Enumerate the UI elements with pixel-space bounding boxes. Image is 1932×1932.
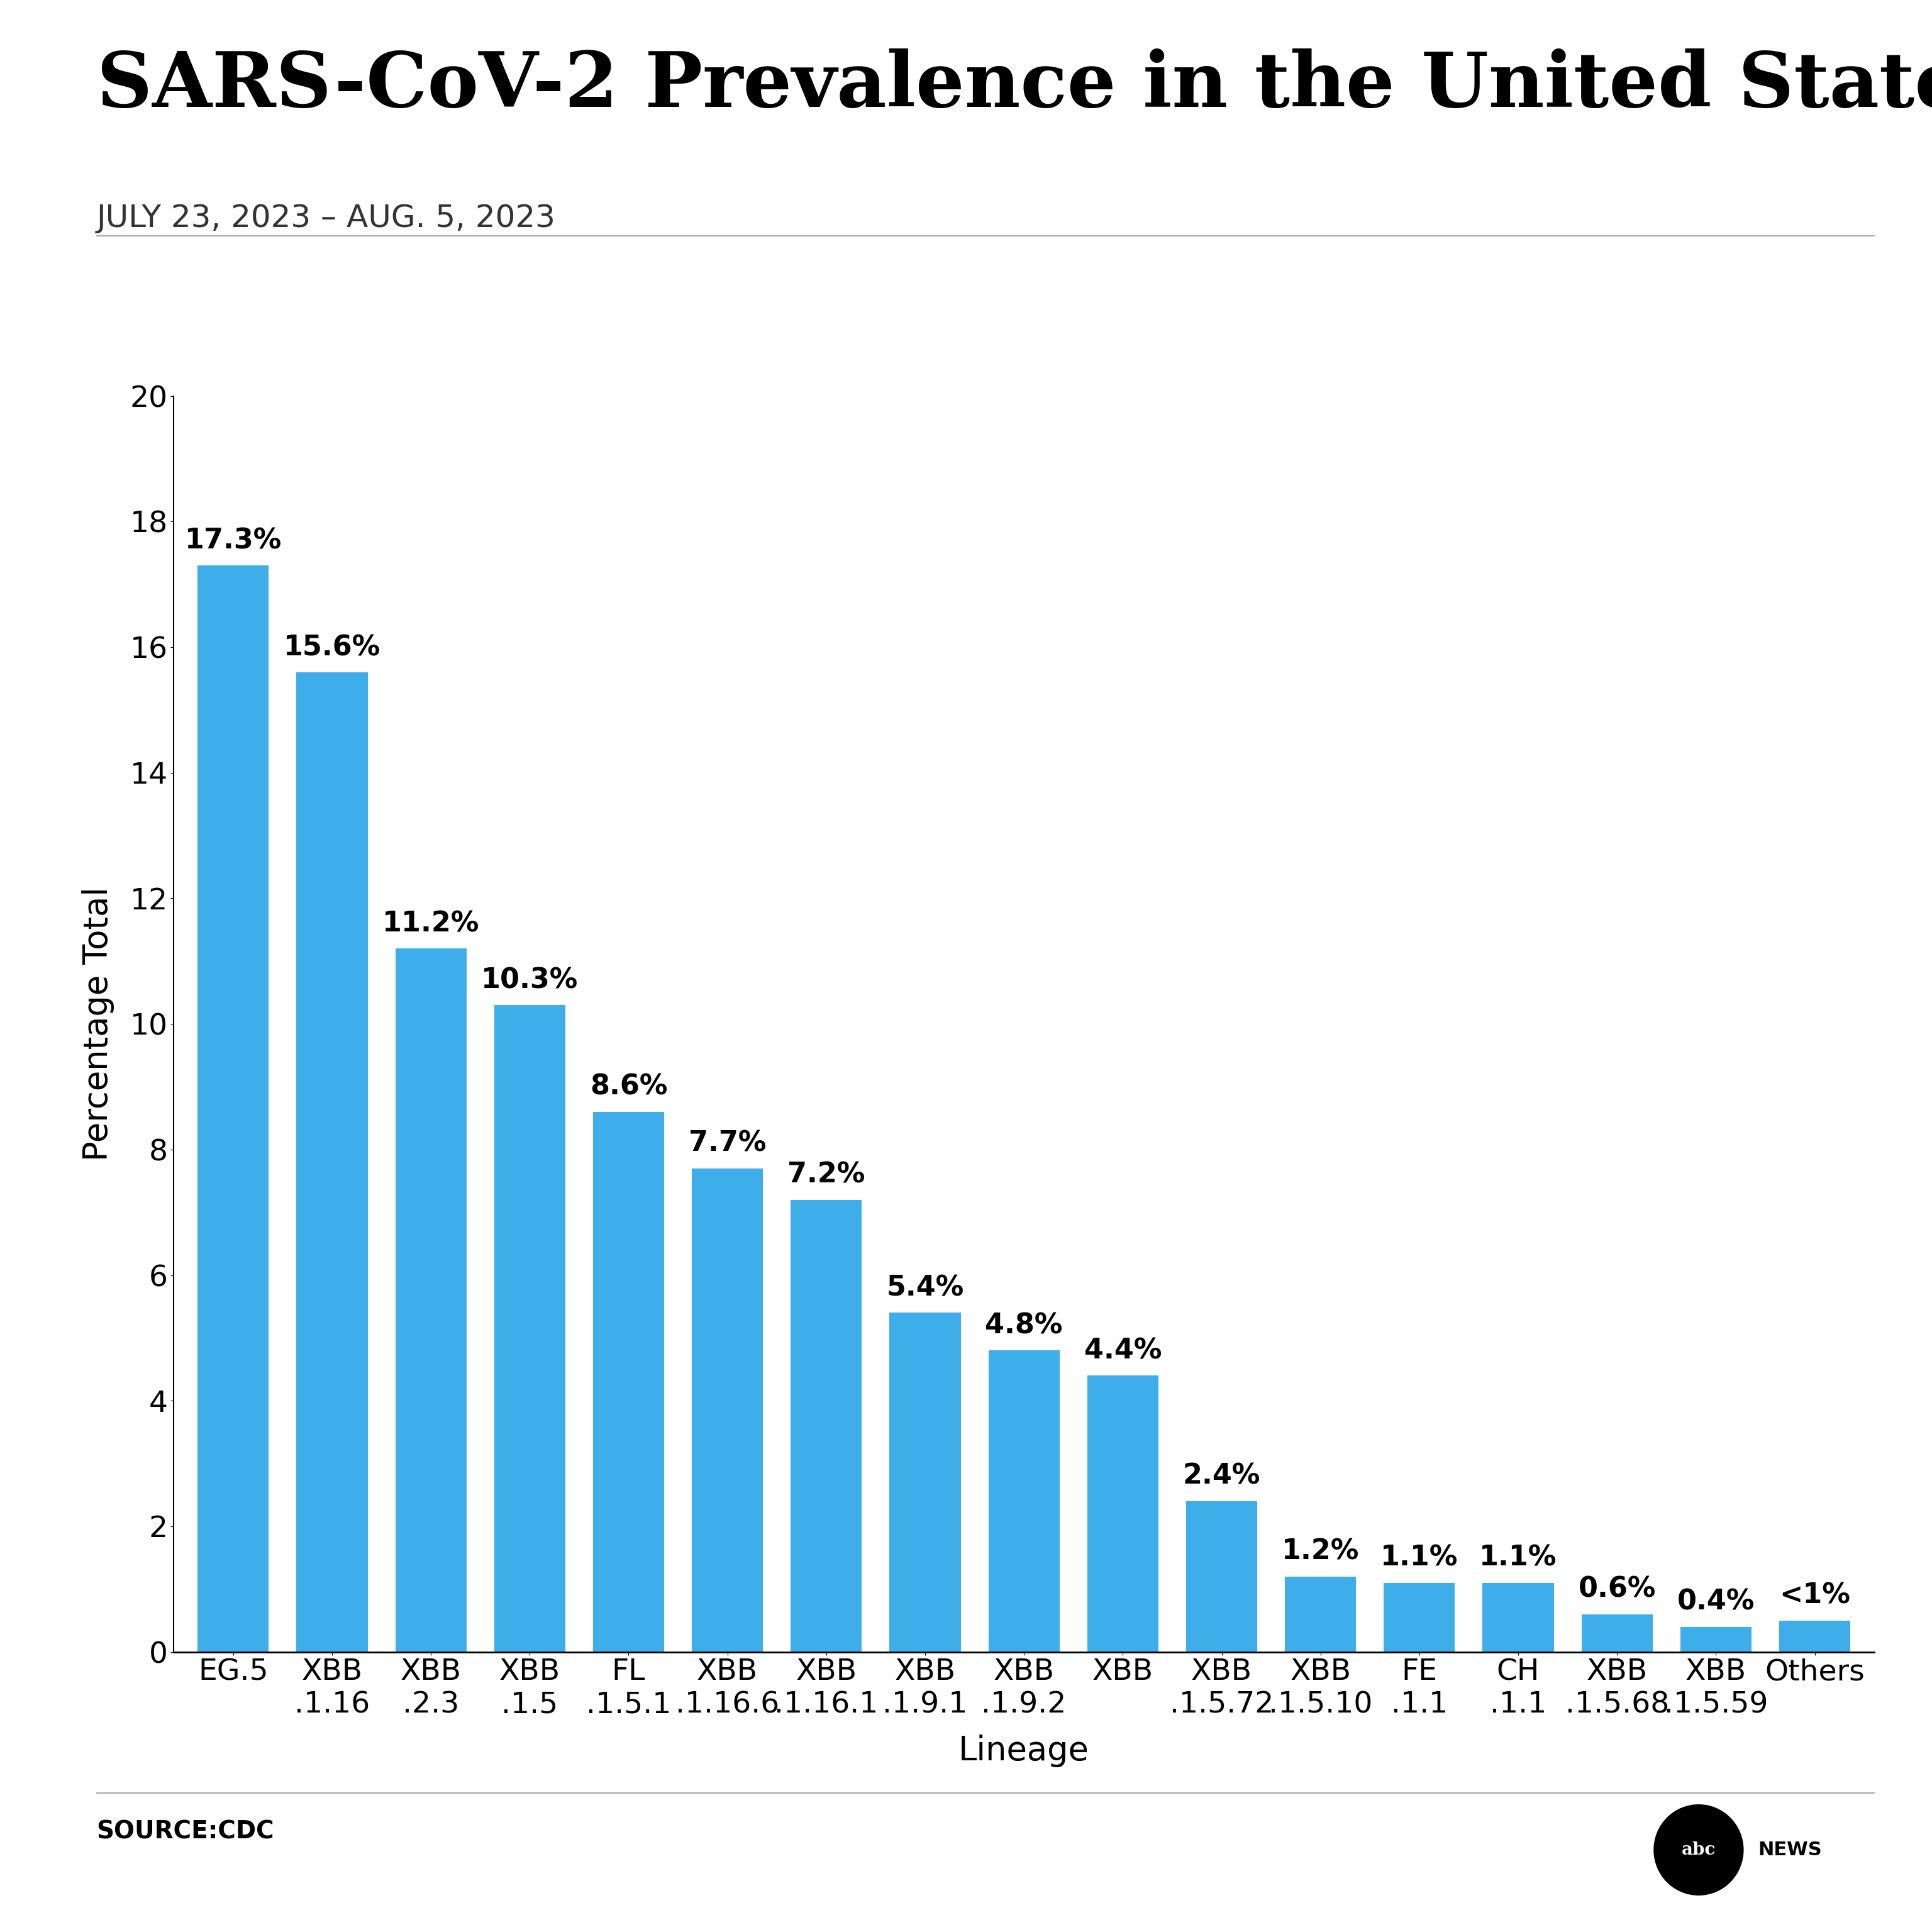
Text: 17.3%: 17.3% bbox=[185, 527, 282, 554]
Text: 4.8%: 4.8% bbox=[985, 1312, 1063, 1339]
Bar bbox=[692, 1169, 763, 1652]
Bar bbox=[1482, 1582, 1553, 1652]
Y-axis label: Percentage Total: Percentage Total bbox=[81, 887, 114, 1161]
Bar bbox=[396, 949, 466, 1652]
Text: 7.2%: 7.2% bbox=[788, 1161, 866, 1188]
Text: 1.1%: 1.1% bbox=[1381, 1544, 1459, 1571]
X-axis label: Lineage: Lineage bbox=[958, 1735, 1090, 1768]
Text: abc: abc bbox=[1681, 1841, 1716, 1859]
Text: 15.6%: 15.6% bbox=[284, 634, 381, 661]
Text: SOURCE:CDC: SOURCE:CDC bbox=[97, 1820, 274, 1843]
Text: <1%: <1% bbox=[1779, 1582, 1851, 1609]
Text: 1.2%: 1.2% bbox=[1281, 1538, 1360, 1565]
Text: 2.4%: 2.4% bbox=[1182, 1463, 1260, 1490]
Bar bbox=[1186, 1501, 1258, 1652]
Bar bbox=[1285, 1577, 1356, 1652]
Text: 4.4%: 4.4% bbox=[1084, 1337, 1161, 1364]
Text: 0.6%: 0.6% bbox=[1578, 1577, 1656, 1604]
Bar bbox=[889, 1314, 960, 1652]
Bar bbox=[197, 566, 269, 1652]
Text: NEWS: NEWS bbox=[1758, 1841, 1822, 1859]
Bar bbox=[1681, 1627, 1752, 1652]
Bar bbox=[495, 1005, 566, 1652]
Bar bbox=[1582, 1615, 1652, 1652]
Text: 5.4%: 5.4% bbox=[887, 1275, 964, 1302]
Text: 7.7%: 7.7% bbox=[688, 1130, 767, 1157]
Bar bbox=[593, 1113, 665, 1652]
Bar bbox=[1088, 1376, 1159, 1652]
Ellipse shape bbox=[1654, 1804, 1743, 1895]
Bar bbox=[1383, 1582, 1455, 1652]
Text: 1.1%: 1.1% bbox=[1480, 1544, 1557, 1571]
Text: 11.2%: 11.2% bbox=[383, 910, 479, 937]
Bar bbox=[989, 1350, 1059, 1652]
Text: SARS-CoV-2 Prevalence in the United States: SARS-CoV-2 Prevalence in the United Stat… bbox=[97, 48, 1932, 122]
Bar bbox=[1779, 1621, 1851, 1652]
Text: 10.3%: 10.3% bbox=[481, 966, 578, 993]
Text: 0.4%: 0.4% bbox=[1677, 1588, 1754, 1615]
Text: 8.6%: 8.6% bbox=[589, 1074, 667, 1101]
Text: JULY 23, 2023 – AUG. 5, 2023: JULY 23, 2023 – AUG. 5, 2023 bbox=[97, 203, 556, 234]
Bar bbox=[790, 1200, 862, 1652]
Bar bbox=[296, 672, 367, 1652]
